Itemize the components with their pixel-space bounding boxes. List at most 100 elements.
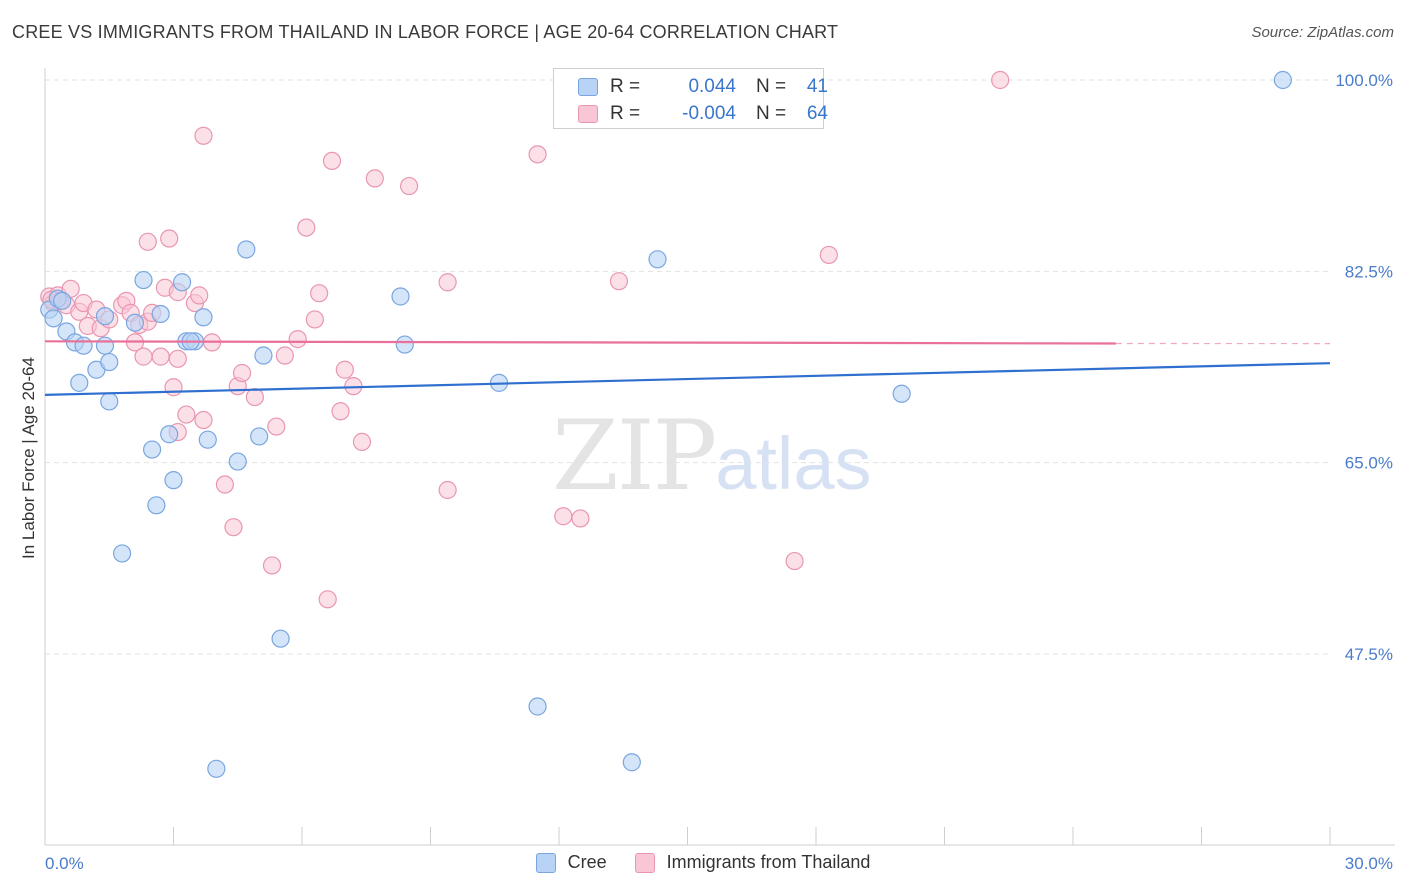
watermark: ZIPatlas (552, 400, 872, 512)
thailand-point (168, 349, 187, 368)
cree-point (1273, 70, 1292, 90)
thailand-point (275, 346, 294, 365)
cree-point (648, 250, 667, 269)
trend-lines (44, 340, 1331, 396)
thailand-point (245, 387, 264, 407)
cree-point (100, 352, 119, 372)
cree-point (172, 273, 192, 292)
cree-point (528, 697, 547, 716)
thailand-point (232, 363, 252, 383)
cree-point (622, 753, 641, 772)
legend-r-label: R = (610, 76, 641, 97)
x-tick-label-max: 30.0% (1345, 854, 1393, 873)
thailand-trend-line (44, 340, 1116, 345)
thailand-point (310, 284, 329, 303)
legend-label-thailand: Immigrants from Thailand (666, 852, 871, 872)
thailand-swatch (634, 852, 655, 873)
legend-item-cree[interactable]: Cree (535, 852, 607, 873)
cree-point (164, 471, 183, 490)
cree-point (254, 346, 273, 365)
thailand-point (318, 590, 337, 609)
cree-point (142, 440, 162, 459)
legend-r-value: 0.044 (688, 76, 736, 97)
cree-point (198, 430, 217, 449)
legend-row-cree: R = 0.044 N = 41 (578, 75, 828, 99)
thailand-point (164, 378, 183, 397)
cree-trend-line (44, 362, 1331, 396)
cree-point (53, 291, 72, 310)
source-label: Source: ZipAtlas.com (1251, 24, 1394, 41)
thailand-point (288, 330, 307, 349)
cree-point (194, 308, 213, 327)
cree-point (391, 287, 410, 306)
thailand-point (138, 232, 157, 251)
y-axis-title: In Labor Force | Age 20-64 (19, 357, 38, 559)
thailand-point (399, 176, 419, 196)
y-tick-label: 47.5% (1345, 645, 1393, 664)
thailand-point (335, 360, 354, 379)
cree-points (40, 70, 1292, 778)
watermark-atlas: atlas (715, 422, 872, 505)
legend-n-value: 64 (806, 103, 828, 124)
cree-swatch (578, 78, 598, 96)
cree-point (95, 307, 115, 326)
cree-point (44, 309, 63, 328)
legend-n-value: 41 (806, 76, 828, 97)
cree-point (237, 240, 256, 259)
thailand-point (438, 273, 457, 292)
cree-point (207, 759, 226, 778)
cree-point (228, 452, 247, 471)
cree-point (112, 544, 132, 563)
thailand-point (554, 507, 573, 526)
tick-labels: 100.0% 82.5% 65.0% 47.5% 0.0% 30.0% In Labor F… (19, 71, 1393, 873)
chart-title: CREE VS IMMIGRANTS FROM THAILAND IN LABO… (12, 22, 839, 42)
thailand-point (528, 145, 547, 164)
thailand-point (819, 245, 838, 265)
legend-r-label: R = (610, 103, 641, 124)
thailand-point (352, 432, 372, 451)
thailand-point (262, 556, 282, 575)
thailand-point (224, 518, 243, 537)
cree-point (125, 313, 145, 332)
legend-n-label: N = (756, 103, 787, 124)
watermark-zip: ZIP (552, 400, 717, 512)
thailand-point (365, 169, 384, 188)
thailand-swatch (578, 105, 598, 123)
series-legend: Cree Immigrants from Thailand (0, 852, 1406, 873)
thailand-point (297, 218, 316, 237)
legend-n-label: N = (756, 76, 787, 97)
legend-item-thailand[interactable]: Immigrants from Thailand (634, 852, 871, 873)
x-tick-label-min: 0.0% (45, 854, 84, 873)
cree-point (271, 629, 290, 648)
thailand-point (438, 480, 457, 500)
thailand-point (134, 347, 153, 366)
legend-label-cree: Cree (567, 852, 607, 872)
legend-row-thailand: R = -0.004 N = 64 (578, 102, 828, 126)
cree-point (151, 304, 170, 324)
cree-point (95, 336, 115, 355)
cree-point (74, 336, 93, 355)
thailand-point (571, 509, 590, 528)
thailand-point (151, 347, 170, 366)
cree-point (147, 496, 166, 515)
cree-point (70, 373, 89, 392)
cree-point (134, 270, 153, 290)
thailand-point (194, 126, 213, 145)
legend-r-value: -0.004 (682, 103, 736, 124)
thailand-point (215, 475, 234, 494)
thailand-point (322, 151, 342, 171)
thailand-point (609, 272, 629, 291)
thailand-point (160, 229, 179, 248)
thailand-point (305, 310, 324, 329)
thailand-point (177, 405, 196, 424)
cree-point (100, 392, 119, 411)
thailand-point (991, 70, 1010, 90)
cree-point (892, 384, 911, 403)
thailand-point (267, 417, 286, 436)
cree-point (250, 427, 269, 446)
cree-swatch (535, 852, 556, 873)
thailand-point (785, 551, 804, 571)
thailand-point (190, 286, 209, 305)
stats-legend: R = 0.044 N = 41 R = -0.004 N = 64 (553, 68, 828, 129)
